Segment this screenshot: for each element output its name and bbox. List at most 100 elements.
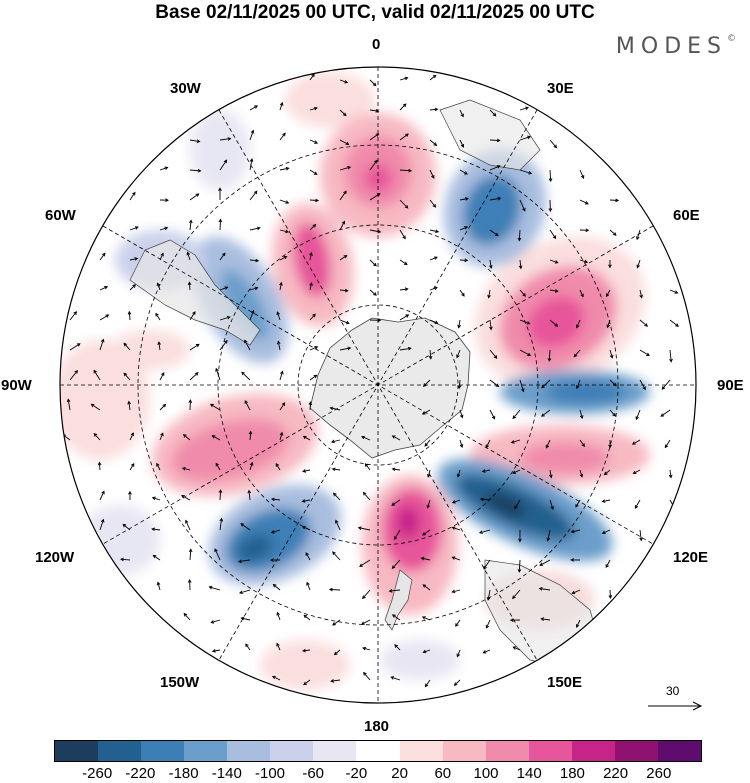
wind-vector: [429, 229, 439, 233]
wind-vector: [189, 139, 200, 143]
wind-vector-head: [554, 323, 559, 327]
wind-vector-head: [101, 490, 105, 495]
wind-vector: [452, 556, 461, 561]
wind-vector: [329, 588, 341, 591]
wind-vector: [152, 497, 161, 501]
wind-vector: [210, 404, 221, 411]
wind-vector-head: [240, 616, 245, 621]
colorbar-swatch: [184, 741, 228, 761]
wind-vector-head: [404, 204, 409, 209]
wind-vector-head: [240, 523, 245, 527]
wind-vector-head: [632, 470, 637, 475]
wind-vector: [458, 319, 461, 328]
wind-vector-head: [459, 414, 464, 419]
wind-vector-head: [180, 495, 185, 499]
africa-landmass: [439, 99, 541, 171]
wind-vector: [122, 524, 131, 531]
wind-vector: [425, 679, 431, 687]
wind-vector-head: [330, 439, 335, 444]
colorbar-tick-label: -180: [168, 765, 199, 782]
wind-vector-head: [182, 433, 187, 438]
wind-vector-head: [485, 444, 489, 449]
wind-vector: [512, 409, 521, 419]
wind-vector: [277, 341, 281, 351]
wind-vector: [69, 370, 78, 381]
wind-vector-head: [660, 413, 665, 417]
wind-vector-head: [486, 596, 491, 601]
wind-vector: [399, 288, 408, 291]
wind-vector: [635, 409, 641, 420]
wind-vector-head: [215, 462, 219, 467]
wind-vector-head: [608, 595, 613, 599]
wind-vector-head: [581, 443, 585, 448]
wind-vector-head: [134, 226, 139, 230]
wind-vector: [549, 289, 558, 292]
wind-vector-head: [538, 586, 543, 591]
wind-vector-head: [601, 530, 606, 534]
wind-vector-head: [420, 556, 425, 561]
wind-vector-head: [390, 676, 395, 680]
wind-vector: [212, 435, 221, 441]
wind-vector: [458, 379, 461, 389]
wind-vector: [541, 379, 551, 389]
wind-vector: [369, 229, 381, 233]
wind-vector-head: [451, 556, 456, 560]
wind-vector: [276, 643, 281, 651]
wind-vector-head: [210, 620, 215, 624]
wind-vector-head: [636, 236, 640, 241]
wind-vector-head: [211, 649, 216, 653]
wind-vector-head: [279, 431, 284, 436]
wind-vector-head: [674, 290, 679, 294]
reference-vector: [648, 701, 703, 711]
wind-vector: [362, 647, 371, 651]
wind-vector: [399, 199, 409, 209]
wind-vector-head: [606, 324, 610, 329]
wind-vector: [549, 319, 558, 327]
wind-vector-head: [391, 502, 396, 506]
wind-vector: [309, 169, 318, 175]
wind-vector-head: [373, 292, 377, 296]
wind-vector-head: [73, 311, 77, 315]
wind-vector: [339, 347, 351, 351]
wind-vector-head: [134, 257, 139, 261]
wind-vector: [189, 311, 196, 321]
wind-vector: [189, 344, 200, 351]
wind-vector-head: [393, 536, 398, 541]
map-title: Base 02/11/2025 00 UTC, valid 02/11/2025…: [155, 2, 595, 23]
wind-vector: [219, 159, 227, 171]
wind-vector: [189, 549, 192, 561]
wind-vector: [339, 289, 348, 292]
wind-vector: [339, 190, 347, 201]
wind-vector: [279, 402, 286, 411]
wind-vector-head: [245, 643, 249, 648]
wind-vector-head: [388, 589, 393, 593]
wind-vector: [302, 469, 311, 472]
wind-vector: [241, 371, 251, 381]
wind-vector: [489, 379, 499, 387]
wind-vector-head: [391, 565, 396, 570]
wind-vector-head: [432, 74, 437, 79]
wind-vector: [457, 469, 461, 477]
colorbar-swatch: [98, 741, 142, 761]
wind-vector: [309, 313, 316, 321]
wind-vector-head: [128, 490, 132, 495]
wind-vector-head: [155, 312, 159, 317]
wind-vector: [459, 109, 464, 117]
wind-vector: [279, 282, 282, 291]
wind-vector-head: [584, 259, 589, 264]
wind-vector-head: [435, 229, 440, 234]
wind-vector-head: [526, 321, 531, 325]
meridians: [60, 67, 696, 703]
wind-vector-head: [464, 197, 469, 201]
wind-vector-head: [510, 440, 515, 444]
wind-vector-head: [364, 463, 369, 467]
wind-vector: [249, 227, 260, 231]
wind-vector-head: [377, 229, 382, 234]
wind-vector-head: [314, 106, 318, 111]
wind-vector-head: [407, 346, 412, 351]
wind-vector-head: [311, 73, 315, 78]
wind-vector-head: [275, 463, 280, 467]
wind-vector: [332, 468, 341, 471]
wind-vector: [99, 314, 109, 321]
wind-vector: [399, 259, 408, 265]
